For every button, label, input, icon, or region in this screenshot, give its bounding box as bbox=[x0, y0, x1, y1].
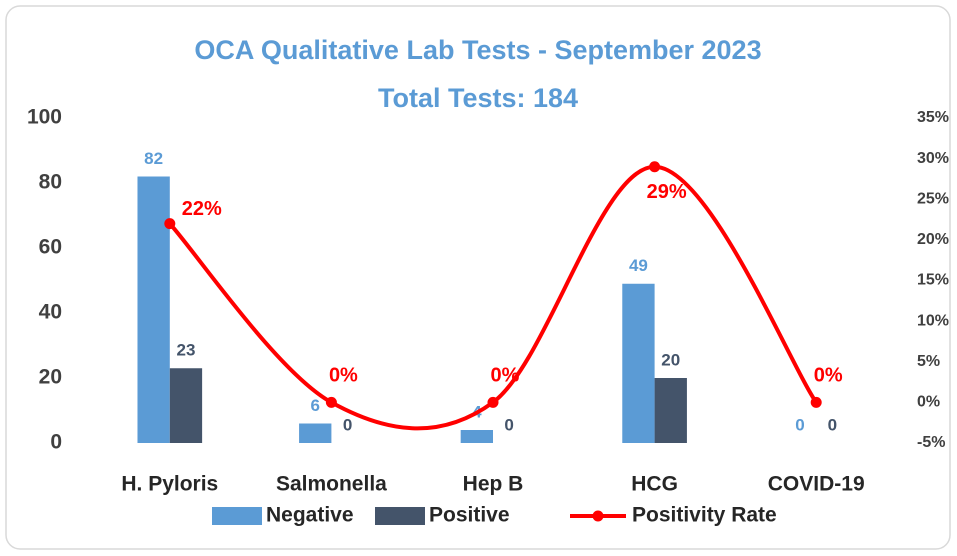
bar-value-label: 0 bbox=[343, 415, 352, 434]
x-tick-label: Salmonella bbox=[276, 473, 387, 496]
y2-tick-label: 35% bbox=[917, 109, 949, 126]
y2-tick-label: 10% bbox=[917, 312, 949, 329]
legend-swatch bbox=[375, 507, 425, 525]
legend-label: Positive bbox=[429, 504, 510, 527]
y2-tick-label: 15% bbox=[917, 272, 949, 289]
rate-value-label: 22% bbox=[182, 198, 222, 220]
y-tick-label: 80 bbox=[39, 171, 62, 194]
y-tick-label: 60 bbox=[39, 236, 62, 259]
bar bbox=[137, 176, 170, 443]
bar bbox=[622, 283, 655, 443]
legend-label: Negative bbox=[266, 504, 354, 527]
legend-label: Positivity Rate bbox=[632, 504, 777, 527]
rate-value-label: 0% bbox=[814, 365, 843, 387]
x-tick-label: HCG bbox=[631, 473, 678, 496]
rate-line bbox=[168, 164, 818, 431]
rate-marker bbox=[487, 396, 499, 408]
y-tick-label: 40 bbox=[39, 301, 62, 324]
chart-subtitle: Total Tests: 184 bbox=[378, 83, 578, 113]
bar-value-label: 6 bbox=[311, 396, 320, 415]
bar bbox=[169, 368, 203, 443]
x-tick-label: H. Pyloris bbox=[121, 473, 218, 496]
legend-marker bbox=[592, 510, 604, 522]
y2-tick-label: 5% bbox=[917, 353, 940, 370]
y2-tick-label: 20% bbox=[917, 231, 949, 248]
y-tick-label: 100 bbox=[27, 106, 62, 129]
y-tick-label: 20 bbox=[39, 366, 62, 389]
y2-tick-label: 30% bbox=[917, 150, 949, 167]
bar bbox=[654, 378, 687, 443]
rate-value-label: 29% bbox=[647, 181, 687, 203]
rate-marker bbox=[649, 161, 661, 173]
x-tick-label: Hep B bbox=[463, 473, 524, 496]
rate-marker bbox=[325, 396, 337, 408]
rate-marker bbox=[810, 396, 822, 408]
x-tick-label: COVID-19 bbox=[768, 473, 865, 496]
y-tick-label: 0 bbox=[50, 431, 62, 454]
chart-title: OCA Qualitative Lab Tests - September 20… bbox=[194, 35, 761, 65]
bar-value-label: 82 bbox=[144, 149, 163, 168]
bar bbox=[299, 423, 332, 443]
rate-value-label: 0% bbox=[329, 365, 358, 387]
y2-tick-label: 0% bbox=[917, 394, 940, 411]
bar-value-label: 0 bbox=[828, 415, 837, 434]
bar-value-label: 23 bbox=[176, 341, 195, 360]
bar-value-label: 0 bbox=[504, 415, 513, 434]
rate-marker bbox=[164, 218, 176, 230]
chart-frame bbox=[5, 5, 951, 550]
rate-value-label: 0% bbox=[491, 365, 520, 387]
y2-tick-label: 25% bbox=[917, 190, 949, 207]
y2-tick-label: -5% bbox=[917, 434, 945, 451]
bar-value-label: 20 bbox=[661, 350, 680, 369]
legend-swatch bbox=[212, 507, 262, 525]
bar-value-label: 0 bbox=[795, 415, 804, 434]
bar bbox=[460, 430, 493, 443]
bar-value-label: 49 bbox=[629, 256, 648, 275]
